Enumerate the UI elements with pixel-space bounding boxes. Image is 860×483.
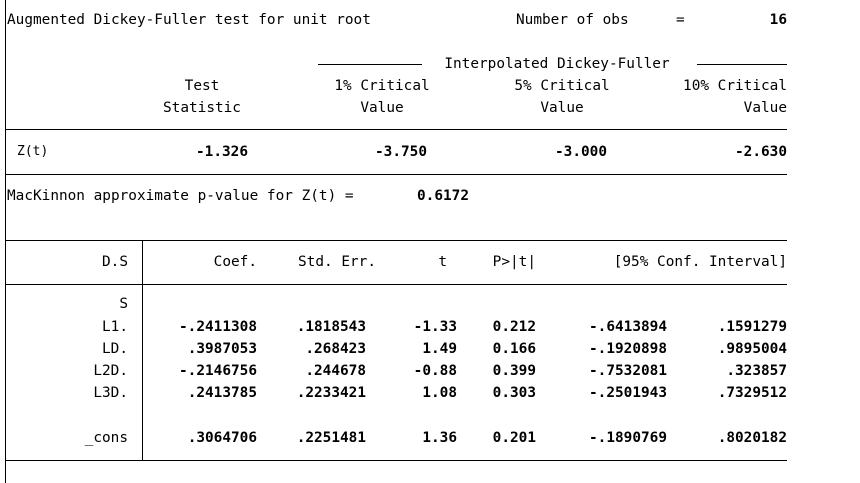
reg-table-rule-top xyxy=(6,240,787,241)
reg-row-ci-high: .1591279 xyxy=(717,319,787,335)
reg-row-ci-low: -.2501943 xyxy=(589,385,667,401)
col-cv5-line2: Value xyxy=(540,100,584,116)
interpolated-header: Interpolated Dickey-Fuller xyxy=(444,56,670,72)
reg-row-p: 0.399 xyxy=(492,363,536,379)
zt-label: Z(t) xyxy=(17,144,49,159)
reg-row-ci-high: .323857 xyxy=(726,363,787,379)
reg-row-name: L1. xyxy=(102,319,128,335)
reg-row-p: 0.303 xyxy=(492,385,536,401)
reg-header-coef: Coef. xyxy=(213,254,257,270)
interp-rule-left xyxy=(318,64,422,65)
pvalue-value: 0.6172 xyxy=(417,188,469,204)
reg-header-var: D.S xyxy=(102,254,128,270)
reg-row-ci-high: .7329512 xyxy=(717,385,787,401)
reg-cons-se: .2251481 xyxy=(296,430,366,446)
zt-cv1: -3.750 xyxy=(375,144,427,160)
reg-row-coef: .2413785 xyxy=(187,385,257,401)
col-cv5-line1: 5% Critical xyxy=(514,78,610,94)
col-test-line1: Test xyxy=(184,78,220,94)
reg-row-se: .1818543 xyxy=(296,319,366,335)
reg-row-ci-low: -.1920898 xyxy=(589,341,667,357)
col-cv10-line1: 10% Critical xyxy=(683,78,787,94)
reg-table-divider xyxy=(142,240,143,460)
crit-table-rule-top xyxy=(6,129,787,130)
reg-header-t: t xyxy=(438,254,447,270)
reg-row-p: 0.212 xyxy=(492,319,536,335)
reg-group-label: S xyxy=(119,296,128,312)
zt-cv10: -2.630 xyxy=(735,144,787,160)
reg-cons-ci-high: .8020182 xyxy=(717,430,787,446)
reg-row-t: -1.33 xyxy=(413,319,457,335)
reg-row-ci-high: .9895004 xyxy=(717,341,787,357)
nobs-equals: = xyxy=(676,12,685,28)
reg-row-name: L3D. xyxy=(93,385,128,401)
nobs-label: Number of obs xyxy=(516,12,629,28)
reg-row-t: 1.08 xyxy=(422,385,457,401)
reg-row-t: 1.49 xyxy=(422,341,457,357)
zt-stat: -1.326 xyxy=(196,144,248,160)
reg-cons-coef: .3064706 xyxy=(187,430,257,446)
reg-row-se: .2233421 xyxy=(296,385,366,401)
left-border xyxy=(5,0,6,483)
reg-row-se: .268423 xyxy=(305,341,366,357)
interp-rule-right xyxy=(697,64,787,65)
reg-row-p: 0.166 xyxy=(492,341,536,357)
reg-table-rule-header xyxy=(6,284,787,285)
reg-row-se: .244678 xyxy=(305,363,366,379)
reg-table-rule-bottom xyxy=(6,460,787,461)
reg-row-name: L2D. xyxy=(93,363,128,379)
reg-row-t: -0.88 xyxy=(413,363,457,379)
col-cv10-line2: Value xyxy=(743,100,787,116)
reg-row-coef: -.2411308 xyxy=(179,319,257,335)
reg-cons-t: 1.36 xyxy=(422,430,457,446)
reg-row-coef: -.2146756 xyxy=(179,363,257,379)
reg-header-se: Std. Err. xyxy=(298,254,376,270)
col-cv1-line1: 1% Critical xyxy=(334,78,430,94)
reg-header-ci: [95% Conf. Interval] xyxy=(613,254,787,270)
zt-cv5: -3.000 xyxy=(555,144,607,160)
pvalue-text: MacKinnon approximate p-value for Z(t) = xyxy=(7,188,354,204)
reg-cons-name: _cons xyxy=(84,430,128,446)
nobs-value: 16 xyxy=(769,12,787,28)
col-cv1-line2: Value xyxy=(360,100,404,116)
reg-row-coef: .3987053 xyxy=(187,341,257,357)
reg-cons-ci-low: -.1890769 xyxy=(589,430,667,446)
reg-header-p: P>|t| xyxy=(492,254,536,270)
reg-cons-p: 0.201 xyxy=(492,430,536,446)
test-title: Augmented Dickey-Fuller test for unit ro… xyxy=(7,12,371,28)
crit-table-rule-bottom xyxy=(6,174,787,175)
col-test-line2: Statistic xyxy=(163,100,241,116)
reg-row-name: LD. xyxy=(102,341,128,357)
reg-row-ci-low: -.7532081 xyxy=(589,363,667,379)
reg-row-ci-low: -.6413894 xyxy=(589,319,667,335)
